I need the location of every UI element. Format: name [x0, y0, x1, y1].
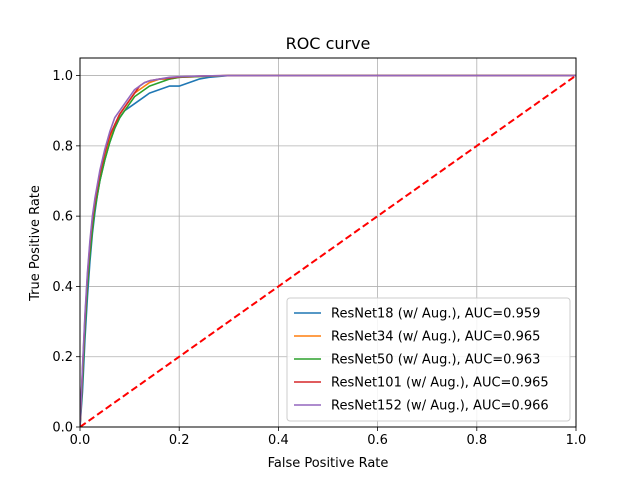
y-tick-label: 0.0	[52, 421, 73, 436]
x-tick-label: 0.0	[70, 433, 91, 448]
plot-frame	[79, 57, 577, 428]
x-tick-label: 0.4	[268, 433, 289, 448]
legend: ResNet18 (w/ Aug.), AUC=0.959 ResNet34 (w…	[286, 297, 571, 422]
y-axis-ticks: 0.0 0.2 0.4 0.6 0.8 1.0	[52, 69, 80, 436]
x-axis-ticks: 0.0 0.2 0.4 0.6 0.8 1.0	[70, 427, 587, 448]
x-tick-label: 0.8	[466, 433, 487, 448]
legend-box	[286, 297, 571, 422]
x-tick-label: 1.0	[566, 433, 587, 448]
y-tick-label: 0.4	[52, 280, 73, 295]
legend-label: ResNet34 (w/ Aug.), AUC=0.965	[331, 330, 540, 345]
chart-title: ROC curve	[286, 34, 371, 53]
legend-label: ResNet152 (w/ Aug.), AUC=0.966	[331, 399, 549, 414]
x-axis-label: False Positive Rate	[268, 456, 389, 471]
roc-series-line-4	[80, 74, 576, 427]
y-tick-label: 0.8	[52, 139, 73, 154]
y-tick-label: 0.2	[52, 350, 73, 365]
legend-label: ResNet50 (w/ Aug.), AUC=0.963	[331, 353, 540, 368]
y-tick-label: 1.0	[52, 69, 73, 84]
legend-label: ResNet101 (w/ Aug.), AUC=0.965	[331, 376, 549, 391]
series-layer	[80, 74, 576, 427]
x-tick-label: 0.6	[367, 433, 388, 448]
legend-label: ResNet18 (w/ Aug.), AUC=0.959	[331, 307, 540, 322]
chance-reference-line	[80, 74, 576, 427]
y-axis-label: True Positive Rate	[28, 185, 43, 302]
y-tick-label: 0.6	[52, 210, 73, 225]
x-tick-label: 0.2	[169, 433, 190, 448]
